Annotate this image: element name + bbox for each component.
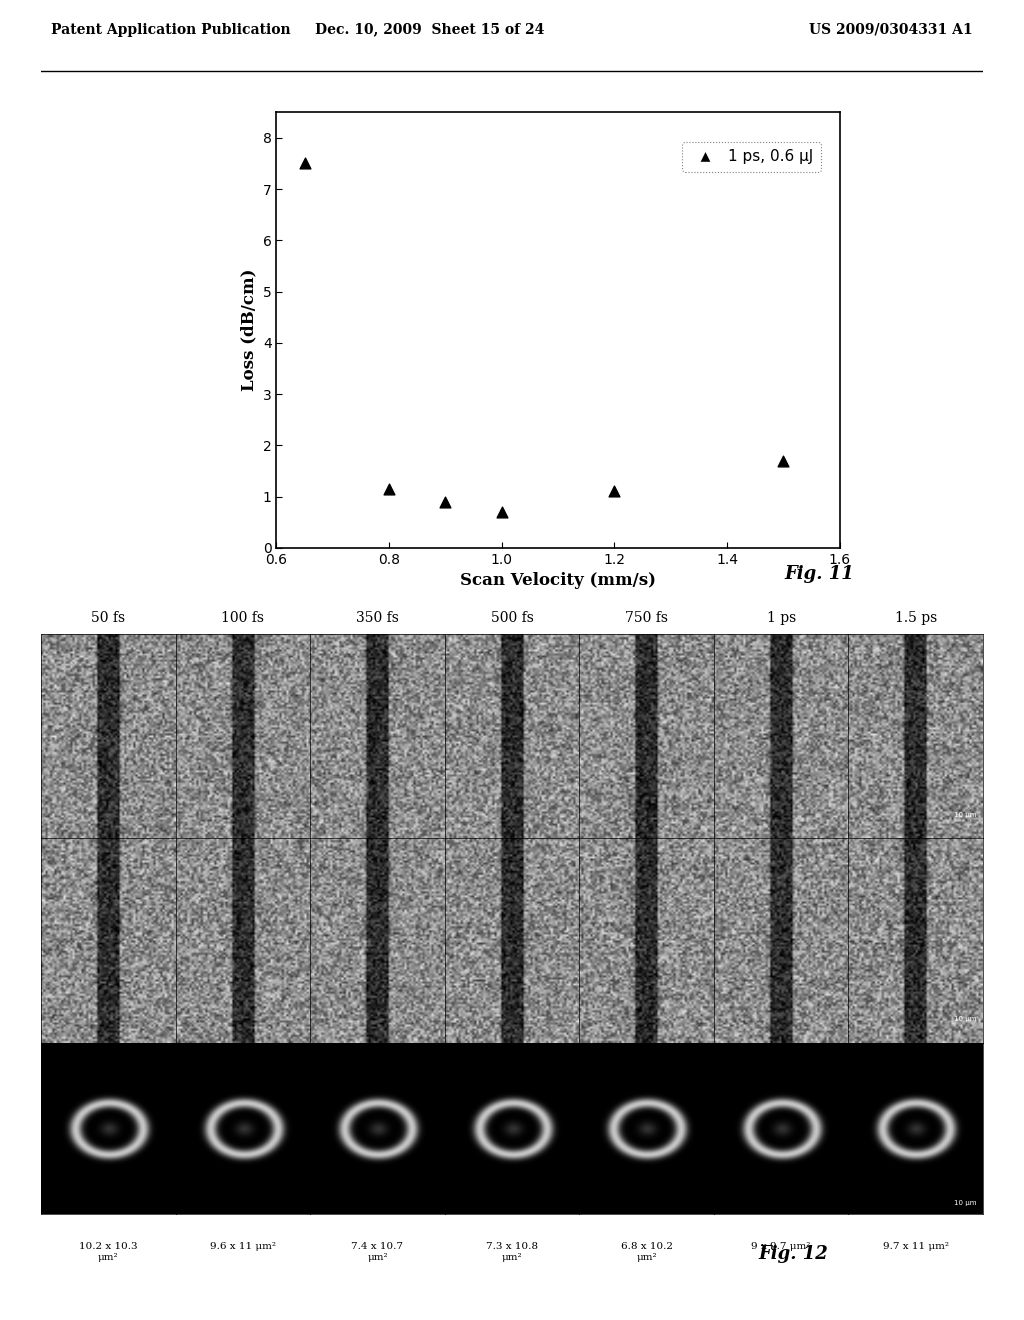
X-axis label: Scan Velocity (mm/s): Scan Velocity (mm/s) [460,572,656,589]
Point [297,153,313,174]
Text: 10.2 x 10.3
μm²: 10.2 x 10.3 μm² [79,1242,137,1262]
Text: 6.8 x 10.2
μm²: 6.8 x 10.2 μm² [621,1242,673,1262]
Y-axis label: Loss (dB/cm): Loss (dB/cm) [241,269,257,391]
Text: 9 x 9.7 μm²: 9 x 9.7 μm² [752,1242,811,1251]
Text: 10 μm: 10 μm [953,812,976,817]
Text: 9.6 x 11 μm²: 9.6 x 11 μm² [210,1242,275,1251]
Text: 350 fs: 350 fs [356,611,399,624]
Text: 500 fs: 500 fs [490,611,534,624]
Legend: 1 ps, 0.6 μJ: 1 ps, 0.6 μJ [682,141,821,172]
Text: 10 μm: 10 μm [953,1016,976,1022]
Point [606,480,623,502]
Text: 100 fs: 100 fs [221,611,264,624]
Point [381,478,397,499]
Text: Patent Application Publication: Patent Application Publication [51,22,291,37]
Text: 50 fs: 50 fs [91,611,125,624]
Text: Fig. 11: Fig. 11 [784,565,854,583]
Text: 1 ps: 1 ps [767,611,796,624]
Text: 7.4 x 10.7
μm²: 7.4 x 10.7 μm² [351,1242,403,1262]
Text: 1.5 ps: 1.5 ps [895,611,937,624]
Point [775,450,792,471]
Point [437,491,454,512]
Text: Fig. 12: Fig. 12 [759,1245,828,1263]
Point [494,502,510,523]
Text: 750 fs: 750 fs [625,611,668,624]
Text: 9.7 x 11 μm²: 9.7 x 11 μm² [883,1242,949,1251]
Text: 7.3 x 10.8
μm²: 7.3 x 10.8 μm² [486,1242,538,1262]
Text: 10 μm: 10 μm [953,1200,976,1206]
Text: US 2009/0304331 A1: US 2009/0304331 A1 [809,22,973,37]
Text: Dec. 10, 2009  Sheet 15 of 24: Dec. 10, 2009 Sheet 15 of 24 [315,22,545,37]
